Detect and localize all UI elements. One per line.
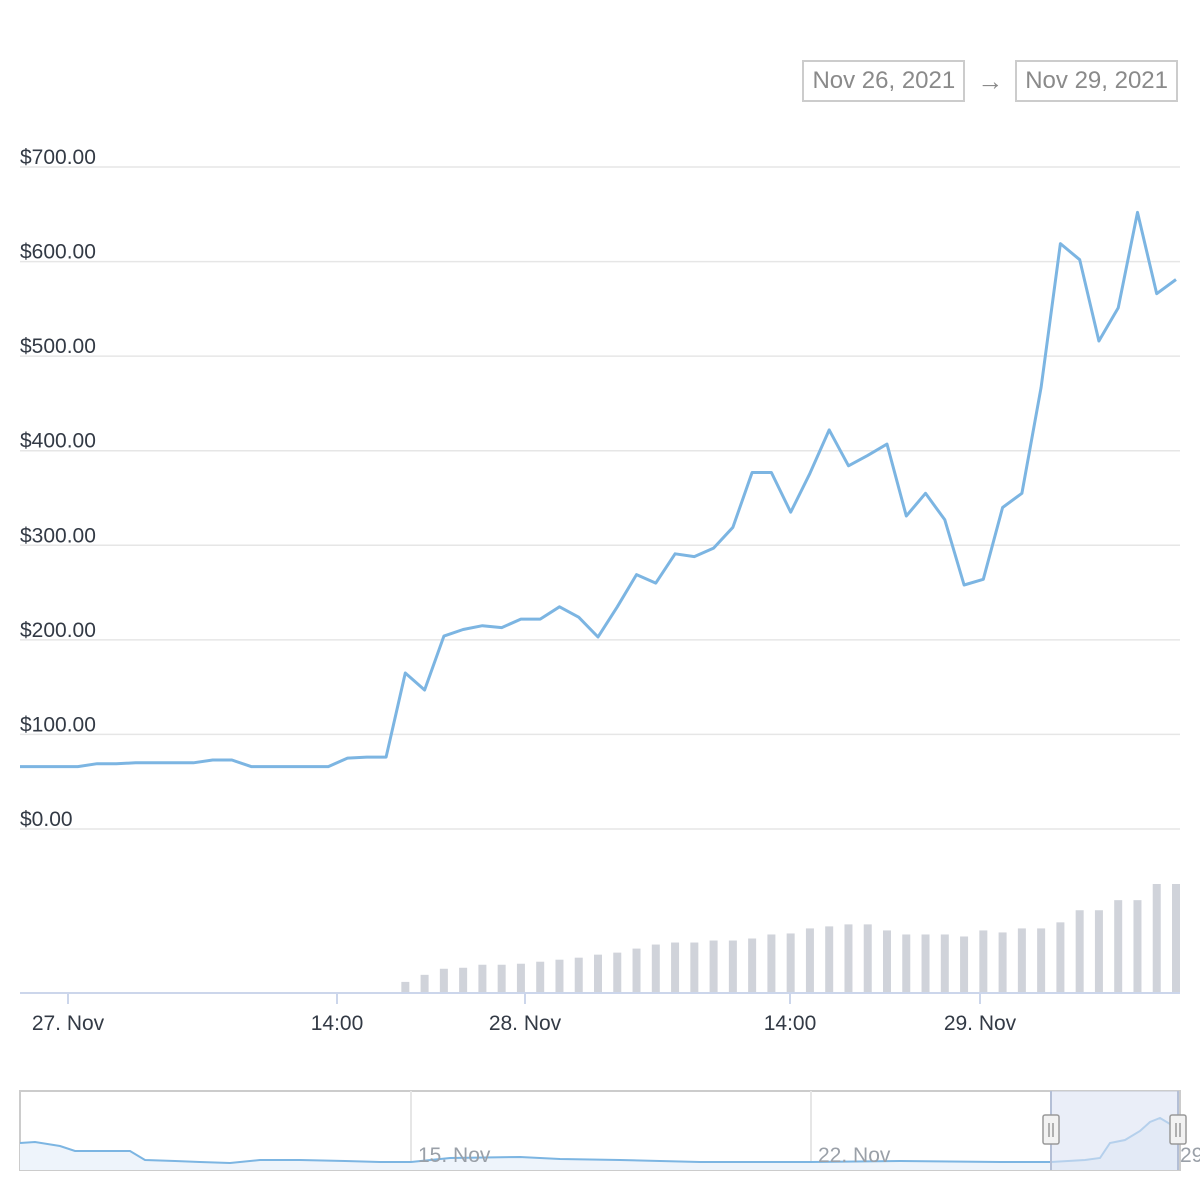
navigator-selected-range[interactable] [1051, 1091, 1178, 1170]
navigator[interactable]: 15. Nov 22. Nov 29 [19, 1090, 1200, 1171]
volume-bar [1094, 910, 1103, 993]
x-axis-labels: 27. Nov 14:00 28. Nov 14:00 29. Nov [32, 993, 1017, 1035]
volume-bar [979, 930, 988, 993]
x-tick-label: 28. Nov [489, 1012, 562, 1035]
volume-bar [478, 964, 487, 993]
grid-lines [20, 166, 1180, 830]
volume-bar [574, 957, 583, 993]
navigator-tick-label: 29 [1180, 1144, 1200, 1167]
volume-bar [767, 934, 776, 993]
navigator-background [19, 1090, 1181, 1171]
y-axis-labels: $0.00 $100.00 $200.00 $300.00 $400.00 $500.00… [20, 146, 96, 831]
x-tick-label: 14:00 [311, 1012, 364, 1035]
y-tick-label: $500.00 [20, 335, 96, 358]
price-series-line [20, 210, 1177, 769]
y-tick-label: $200.00 [20, 619, 96, 642]
volume-bar [786, 933, 795, 993]
volume-bar [1037, 928, 1046, 993]
volume-bar [516, 963, 525, 993]
volume-bar [960, 936, 969, 993]
y-tick-label: $600.00 [20, 241, 96, 264]
volume-bar [844, 924, 853, 993]
volume-bar [690, 942, 699, 993]
volume-bar [459, 967, 468, 993]
volume-bar [748, 938, 757, 993]
y-tick-label: $100.00 [20, 713, 96, 736]
volume-bar [709, 940, 718, 993]
volume-bar [825, 926, 834, 993]
navigator-tick-label: 22. Nov [818, 1144, 891, 1167]
volume-bar [998, 932, 1007, 993]
x-tick-label: 29. Nov [944, 1012, 1017, 1035]
volume-bar [902, 934, 911, 993]
navigator-left-handle[interactable] [1042, 1114, 1060, 1145]
volume-bar [1114, 900, 1123, 993]
volume-bar [883, 930, 891, 993]
volume-bar [1075, 910, 1084, 993]
y-tick-label: $400.00 [20, 430, 96, 453]
y-tick-label: $300.00 [20, 524, 96, 547]
volume-bar [420, 974, 429, 993]
volume-bar [1172, 884, 1180, 993]
volume-bar [497, 964, 506, 993]
volume-bar [921, 934, 930, 993]
volume-bar [1133, 900, 1142, 993]
range-arrow-icon: → [977, 65, 1004, 96]
volume-bars [401, 884, 1180, 993]
volume-bar [536, 961, 545, 993]
navigator-tick-label: 15. Nov [418, 1144, 491, 1167]
volume-bar [671, 942, 680, 993]
y-tick-label: $0.00 [20, 808, 73, 831]
volume-bar [805, 928, 814, 993]
volume-bar [439, 968, 448, 993]
volume-bar [632, 948, 641, 993]
volume-bar [1056, 922, 1065, 993]
navigator-right-handle[interactable] [1169, 1114, 1187, 1145]
volume-bar [940, 934, 949, 993]
range-to-input[interactable]: Nov 29, 2021 [1015, 60, 1178, 102]
volume-bar [594, 954, 602, 993]
volume-bar [401, 981, 410, 993]
x-tick-label: 27. Nov [32, 1012, 105, 1035]
x-tick-label: 14:00 [764, 1012, 817, 1035]
volume-bar [1017, 928, 1026, 993]
volume-bar [863, 924, 872, 993]
volume-bar [651, 944, 660, 993]
y-tick-label: $700.00 [20, 146, 96, 169]
volume-bar [613, 952, 622, 993]
volume-bar [555, 959, 564, 993]
date-range-selector: Nov 26, 2021 → Nov 29, 2021 [802, 60, 1178, 102]
volume-bar [1152, 884, 1161, 993]
range-from-input[interactable]: Nov 26, 2021 [802, 60, 966, 102]
volume-bar [728, 940, 737, 993]
